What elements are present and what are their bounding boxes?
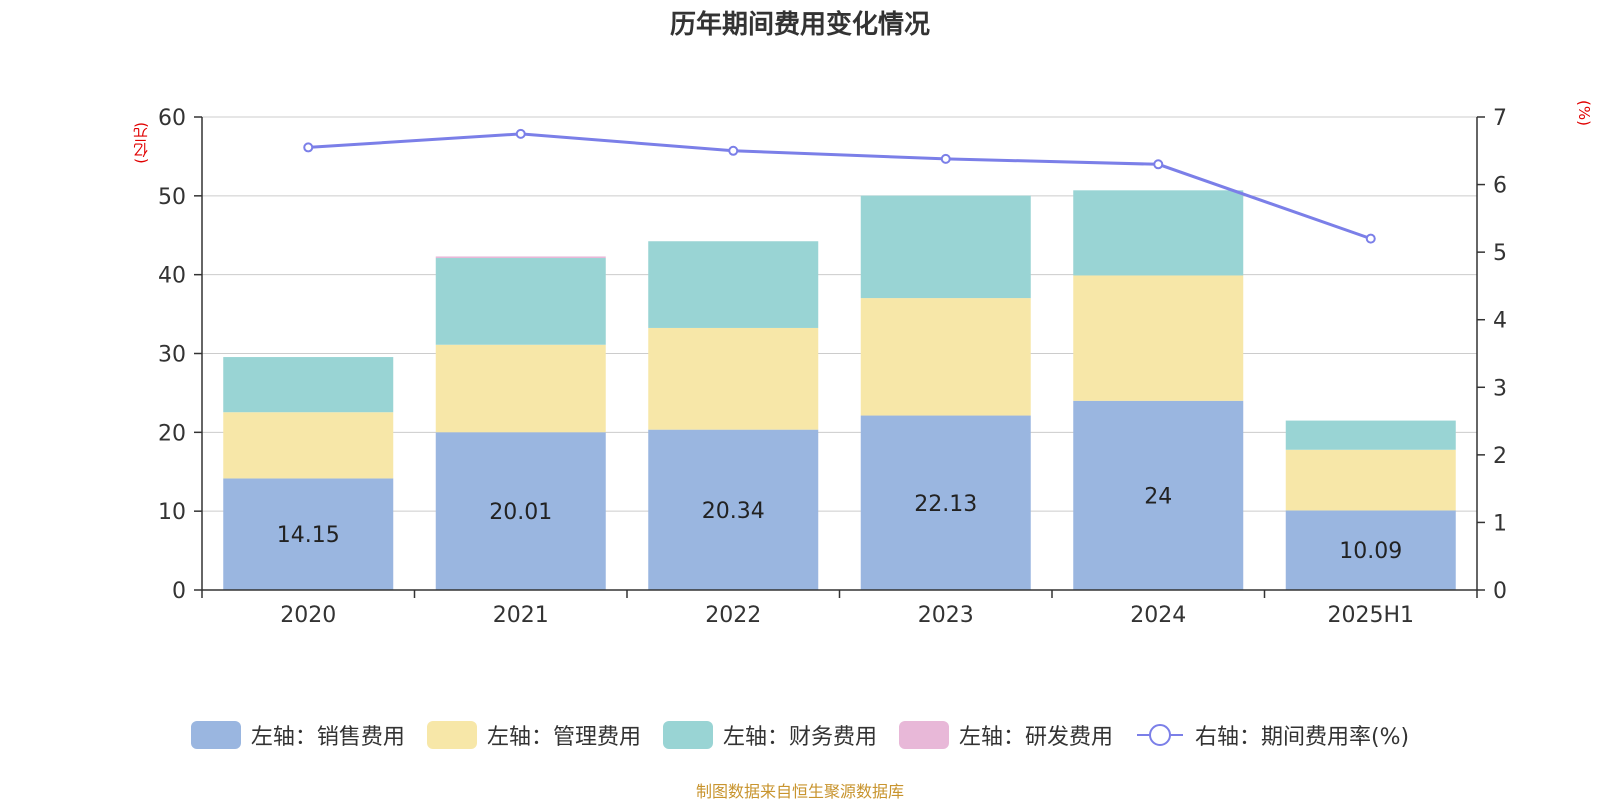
- legend-label-admin: 左轴：管理费用: [486, 725, 641, 750]
- bar-segment: [648, 241, 819, 328]
- bar-segment: [435, 258, 606, 345]
- bar-segment: [860, 195, 1031, 299]
- line-point: [515, 128, 526, 139]
- legend-item-sales[interactable]: 左轴：销售费用: [190, 719, 405, 751]
- right-axis-unit: (%): [1575, 100, 1593, 126]
- left-axis-tick-label: 30: [158, 343, 186, 368]
- right-axis-tick-label: 5: [1493, 241, 1507, 266]
- right-axis-tick-label: 2: [1493, 444, 1507, 469]
- bar-segment: [648, 429, 819, 590]
- x-axis-tick-label: 2020: [280, 603, 336, 628]
- bar-segment: [223, 412, 394, 479]
- right-axis-tick-label: 3: [1493, 376, 1507, 401]
- right-axis-tick-label: 7: [1493, 106, 1507, 131]
- bar-segment: [648, 327, 819, 430]
- legend-label-rnd: 左轴：研发费用: [958, 725, 1113, 750]
- legend-item-admin[interactable]: 左轴：管理费用: [426, 719, 641, 751]
- data-source-note: 制图数据来自恒生聚源数据库: [695, 782, 904, 801]
- left-axis-tick-label: 60: [158, 106, 186, 131]
- legend: 左轴：销售费用 左轴：管理费用 左轴：财务费用 左轴：研发费用 右轴：期间费用率…: [0, 718, 1600, 752]
- bar-segment: [435, 432, 606, 590]
- data-label: 22.13: [914, 492, 977, 517]
- data-label: 14.15: [277, 523, 340, 548]
- data-label: 20.01: [489, 500, 552, 525]
- x-axis-tick-label: 2025H1: [1327, 603, 1414, 628]
- bar-segment: [435, 344, 606, 433]
- data-label: 10.09: [1339, 539, 1402, 564]
- left-axis-tick-label: 50: [158, 185, 186, 210]
- bar-segment: [1285, 420, 1456, 450]
- legend-swatch-rnd: [898, 721, 949, 749]
- line-point: [728, 145, 739, 156]
- bar-segment: [860, 298, 1031, 416]
- bar-segment: [1285, 510, 1456, 590]
- line-point: [1153, 159, 1164, 170]
- data-label: 24: [1144, 484, 1172, 509]
- chart-title: 历年期间费用变化情况: [669, 10, 930, 40]
- bar-segment: [1285, 449, 1456, 511]
- legend-label-expense-ratio: 右轴：期间费用率(%): [1194, 725, 1410, 750]
- left-axis-tick-label: 0: [172, 579, 186, 604]
- x-axis-tick-label: 2021: [493, 603, 549, 628]
- data-label: 20.34: [702, 499, 765, 524]
- bar-segment: [223, 478, 394, 590]
- right-axis-tick-label: 0: [1493, 579, 1507, 604]
- bar-segment: [1073, 190, 1244, 276]
- legend-label-sales: 左轴：销售费用: [250, 725, 405, 750]
- legend-item-rnd[interactable]: 左轴：研发费用: [898, 719, 1113, 751]
- legend-item-expense-ratio[interactable]: 右轴：期间费用率(%): [1135, 719, 1409, 751]
- left-axis-tick-label: 40: [158, 264, 186, 289]
- line-point: [1365, 233, 1376, 244]
- legend-swatch-sales: [190, 721, 241, 749]
- left-axis-tick-label: 20: [158, 421, 186, 446]
- right-axis-tick-label: 6: [1493, 174, 1507, 199]
- x-axis-tick-label: 2023: [918, 603, 974, 628]
- right-axis-tick-label: 1: [1493, 511, 1507, 536]
- bar-segment: [1073, 400, 1244, 590]
- series-line-expense-ratio: [308, 132, 1372, 241]
- bar-segment: [435, 256, 606, 259]
- legend-item-finance[interactable]: 左轴：财务费用: [662, 719, 877, 751]
- legend-swatch-finance: [662, 721, 713, 749]
- right-axis-tick-label: 4: [1493, 309, 1507, 334]
- bar-segment: [1073, 275, 1244, 401]
- legend-line-marker-icon: [1136, 724, 1183, 746]
- x-axis-tick-label: 2022: [705, 603, 761, 628]
- line-point: [303, 142, 314, 153]
- bar-segment: [860, 415, 1031, 590]
- x-axis-tick-label: 2024: [1130, 603, 1186, 628]
- bar-segment: [223, 357, 394, 413]
- line-point: [940, 153, 951, 164]
- left-axis-tick-label: 10: [158, 500, 186, 525]
- legend-swatch-admin: [426, 721, 477, 749]
- legend-label-finance: 左轴：财务费用: [722, 725, 877, 750]
